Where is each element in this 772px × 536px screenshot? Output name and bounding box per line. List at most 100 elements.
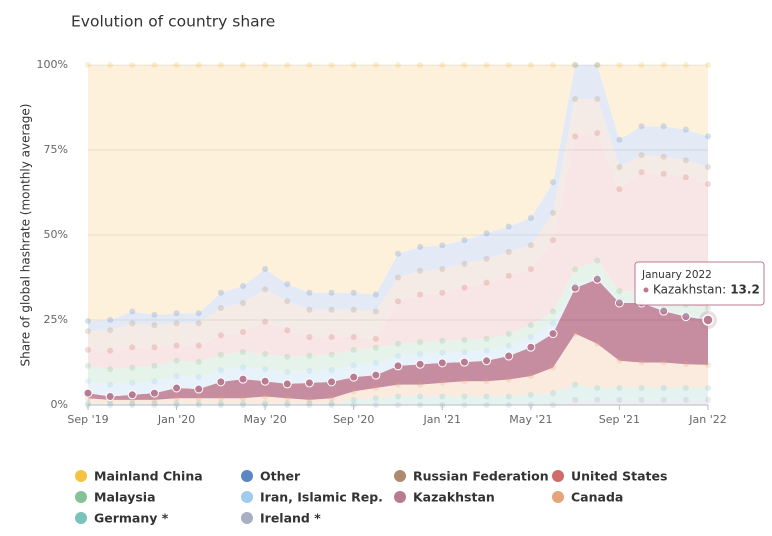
data-point xyxy=(572,266,579,273)
data-point xyxy=(572,283,579,290)
data-point xyxy=(350,396,357,403)
data-point xyxy=(594,62,601,68)
data-point xyxy=(505,393,512,400)
data-point xyxy=(505,62,512,68)
legend-label: United States xyxy=(571,469,667,484)
data-point xyxy=(395,298,401,305)
x-tick-label: Sep '21 xyxy=(599,413,640,426)
data-point xyxy=(439,393,446,400)
data-point xyxy=(306,62,313,68)
data-point xyxy=(284,395,291,402)
data-point xyxy=(260,376,270,386)
data-point xyxy=(439,266,446,272)
area xyxy=(88,65,708,322)
legend-label: Kazakhstan xyxy=(413,490,495,505)
data-point xyxy=(527,322,534,329)
data-point xyxy=(371,370,381,380)
data-point xyxy=(395,402,401,408)
data-point xyxy=(594,396,601,403)
data-point xyxy=(173,310,180,317)
data-point xyxy=(505,376,512,383)
data-point xyxy=(550,402,556,408)
data-point xyxy=(682,126,689,133)
data-point xyxy=(505,330,512,337)
data-point xyxy=(705,133,711,140)
data-point xyxy=(107,347,114,354)
data-point xyxy=(616,164,623,170)
data-point xyxy=(282,379,292,389)
data-point xyxy=(284,62,291,68)
tooltip-title: January 2022 xyxy=(641,269,712,281)
data-point xyxy=(85,318,91,325)
data-point xyxy=(461,348,468,355)
data-point xyxy=(660,123,667,130)
data-point xyxy=(328,395,335,402)
data-point xyxy=(550,209,556,216)
data-point xyxy=(85,378,91,385)
data-point xyxy=(483,347,490,354)
data-point xyxy=(395,393,401,400)
data-point xyxy=(527,242,534,249)
data-point xyxy=(527,373,534,380)
data-point xyxy=(395,381,401,388)
legend-swatch xyxy=(75,512,87,524)
data-point xyxy=(572,133,579,140)
area xyxy=(88,333,708,404)
data-point xyxy=(614,298,624,308)
data-point xyxy=(459,357,469,367)
data-point xyxy=(151,402,158,408)
data-point xyxy=(417,243,424,250)
data-point xyxy=(660,170,667,177)
data-point xyxy=(306,334,313,340)
data-point xyxy=(461,62,468,68)
data-point xyxy=(527,391,534,398)
data-point xyxy=(129,308,136,315)
data-point xyxy=(638,123,645,130)
data-point xyxy=(550,390,556,397)
data-point xyxy=(240,400,246,407)
data-point xyxy=(660,385,667,391)
data-point xyxy=(616,62,623,68)
data-point xyxy=(548,329,558,339)
x-tick-label: Sep '20 xyxy=(333,413,374,426)
data-point xyxy=(638,152,645,159)
data-point xyxy=(461,393,468,400)
data-point xyxy=(638,169,645,176)
legend-swatch xyxy=(552,470,564,482)
data-point xyxy=(129,344,136,351)
data-point xyxy=(173,62,180,68)
data-point xyxy=(682,311,689,318)
data-point xyxy=(705,164,711,170)
data-point xyxy=(217,62,224,68)
x-tick-label: Jan '21 xyxy=(423,413,461,426)
data-point xyxy=(83,388,93,398)
data-point xyxy=(417,267,424,274)
data-point xyxy=(437,358,447,368)
data-point xyxy=(660,62,667,68)
data-point xyxy=(238,374,248,384)
data-point xyxy=(461,237,468,244)
data-point xyxy=(417,402,424,408)
data-point xyxy=(682,62,689,68)
data-point xyxy=(439,289,446,296)
data-point xyxy=(638,396,645,403)
data-point xyxy=(306,396,313,403)
data-point xyxy=(306,368,313,374)
data-point xyxy=(151,378,158,385)
data-point xyxy=(306,289,313,296)
data-point xyxy=(217,332,224,339)
data-point xyxy=(195,62,202,68)
data-point xyxy=(284,327,291,334)
data-point xyxy=(240,348,246,355)
data-point xyxy=(284,281,291,288)
data-point xyxy=(306,402,313,408)
data-point xyxy=(240,62,246,68)
data-point xyxy=(483,255,490,262)
data-point xyxy=(306,400,313,407)
data-point xyxy=(151,396,158,403)
data-point xyxy=(439,379,446,386)
y-tick-label: 100% xyxy=(37,58,68,71)
data-point xyxy=(572,62,579,68)
data-point xyxy=(85,346,91,353)
data-point xyxy=(151,344,158,351)
